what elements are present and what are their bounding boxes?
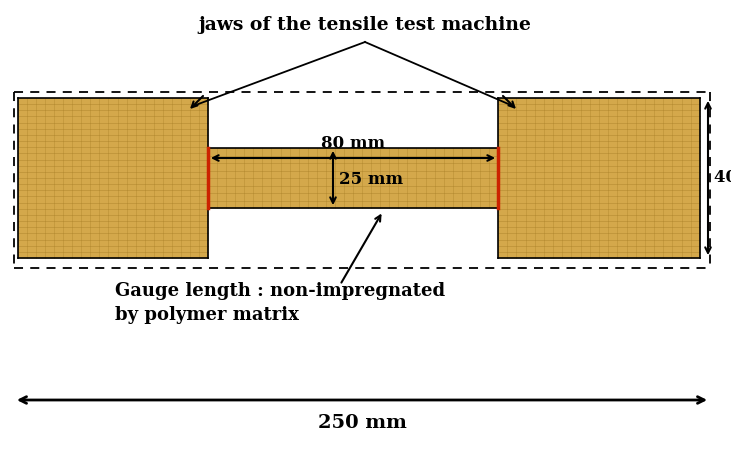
Bar [208,148,498,208]
Text: 250 mm: 250 mm [317,414,406,432]
Text: 80 mm: 80 mm [321,135,385,152]
Text: 25 mm: 25 mm [339,171,403,189]
Bar [18,98,208,258]
Text: jaws of the tensile test machine: jaws of the tensile test machine [199,16,531,34]
Text: by polymer matrix: by polymer matrix [115,306,299,324]
Text: 40 mm: 40 mm [714,170,731,187]
Bar [498,98,700,258]
Text: Gauge length : non-impregnated: Gauge length : non-impregnated [115,282,445,300]
